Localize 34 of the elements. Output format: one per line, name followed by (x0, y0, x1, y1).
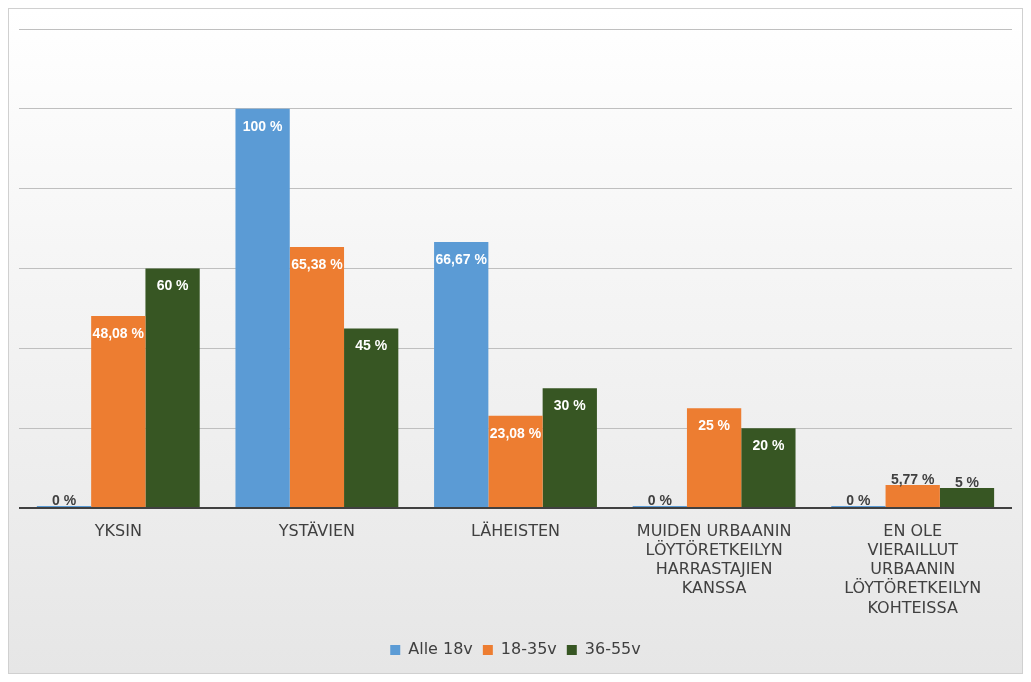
bar (741, 428, 796, 507)
data-label: 0 % (846, 491, 872, 508)
data-label: 0 % (647, 491, 673, 508)
data-label: 48,08 % (92, 324, 145, 341)
data-label: 23,08 % (489, 424, 542, 441)
bar (686, 408, 742, 507)
x-tick-label: YKSIN (93, 520, 142, 540)
bar (91, 316, 146, 507)
x-tick-label: MUIDEN URBAANIN LÖYTÖRETKEILYN HARRASTAJIEN KANSSA (636, 520, 792, 598)
data-label: 0 % (51, 491, 77, 508)
bar (939, 488, 995, 507)
bar (488, 415, 543, 507)
data-label: 5,77 % (890, 470, 936, 487)
data-label: 25 % (698, 417, 731, 434)
data-label: 66,67 % (435, 250, 488, 267)
data-label: 20 % (752, 437, 785, 454)
data-label: 45 % (355, 337, 388, 354)
data-label: 100 % (242, 117, 284, 134)
bar (542, 388, 597, 507)
data-label: 30 % (553, 397, 587, 414)
x-tick-label: EN OLE VIERAILLUT URBAANIN LÖYTÖRETKEILYN KOHTEISSA (844, 520, 982, 617)
bar (289, 247, 345, 507)
data-label: 65,38 % (291, 255, 344, 272)
data-label: 5 % (954, 473, 980, 490)
bar (235, 108, 290, 507)
legend-label: 36-55v (584, 639, 641, 659)
bar (344, 328, 399, 507)
legend-label: Alle 18v (408, 639, 473, 659)
x-tick-label: LÄHEISTEN (470, 520, 561, 540)
data-label: 60 % (156, 277, 190, 294)
legend-label: 18-35v (500, 639, 557, 659)
bar (145, 268, 200, 507)
bar (434, 241, 489, 507)
x-tick-label: YSTÄVIEN (277, 520, 355, 540)
